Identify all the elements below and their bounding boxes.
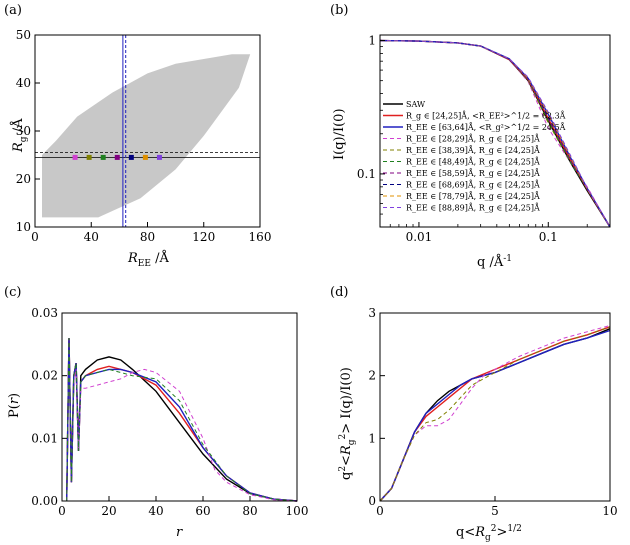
panel-a-ylabel: Rg /Å [10,118,29,153]
c-ytick-label: 0.03 [31,306,58,320]
panel-a: (a) 0 40 80 120 160 10 20 30 40 50 REE /Å Rg /Å [4,3,271,269]
sample-point [100,154,106,160]
c-series-line [66,338,298,502]
b-ytick-label: 0.1 [357,167,376,181]
d-ytick-label: 1 [368,431,376,445]
b-series-line [379,40,611,228]
panel-c-plot: 0 20 40 60 80 100 0.00 0.01 0.02 0.03 [31,306,308,518]
b-xtick-label: 0.01 [406,230,433,244]
c-xtick-label: 0 [58,504,66,518]
c-xtick-label: 20 [101,504,116,518]
panel-c: (c) 0 20 40 60 80 100 0.00 0.01 0.02 0.03 r P(r) [4,285,308,540]
panel-d: (d) 0 5 10 0 1 2 3 q<Rg2>1/2 q2<Rg2> I(q)/I(0) [330,285,618,543]
c-series-line [66,338,298,502]
panel-label-a: (a) [4,3,22,18]
c-xtick-label: 60 [195,504,210,518]
d-xtick-label: 0 [376,504,384,518]
c-series-line [66,338,298,502]
a-ytick-label: 10 [16,220,31,234]
sample-point [72,154,78,160]
panel-a-xlabel: REE /Å [127,250,169,269]
panel-b-xlabel: q /Å-1 [477,254,512,270]
legend-entry: SAW [406,100,426,109]
sample-point [128,154,134,160]
panel-d-plot: 0 5 10 0 1 2 3 [368,306,617,518]
d-ytick-label: 2 [368,369,376,383]
panel-label-b: (b) [330,3,348,18]
c-xtick-label: 100 [286,504,309,518]
legend-entry: R_EE ∈ [68,69]Å, R_g ∈ [24,25]Å [406,181,540,190]
panel-b-frame [379,34,611,228]
a-xtick-label: 80 [140,230,155,244]
c-xtick-label: 80 [242,504,257,518]
a-xtick-label: 40 [84,230,99,244]
c-ytick-label: 0.00 [31,494,58,508]
legend-entry: R_EE ∈ [28,29]Å, R_g ∈ [24,25]Å [406,135,540,144]
d-series-line [379,325,611,502]
sample-point [142,154,148,160]
panel-c-ylabel: P(r) [7,393,22,418]
panel-a-frame [34,34,261,228]
c-xtick-label: 40 [148,504,163,518]
accessible-region [42,54,251,218]
a-xtick-label: 120 [192,230,215,244]
sample-point [156,154,162,160]
b-xtick-label: 0.1 [539,230,558,244]
panel-b-plot: 0.01 0.1 0.1 1 [357,34,611,244]
panel-d-frame [379,312,611,502]
d-xtick-label: 5 [491,504,499,518]
d-series-line [379,326,611,502]
d-ytick-label: 0 [368,494,376,508]
a-ytick-label: 30 [16,124,31,138]
a-ytick-label: 20 [16,172,31,186]
a-ytick-label: 40 [16,76,31,90]
panel-c-xlabel: r [176,525,183,540]
legend-entry: R_EE ∈ [78,79]Å, R_g ∈ [24,25]Å [406,192,540,201]
d-series-line [379,328,611,502]
legend-entry: R_EE ∈ [48,49]Å, R_g ∈ [24,25]Å [406,158,540,167]
a-ytick-label: 50 [16,28,31,42]
panel-d-ylabel: q2<Rg2> I(q)/I(0) [338,367,357,480]
panel-label-d: (d) [330,285,348,300]
panel-b-ylabel: I(q)/I(0) [332,108,347,160]
c-series-line [66,338,298,502]
a-xtick-label: 0 [31,230,39,244]
panel-a-plot: 0 40 80 120 160 10 20 30 40 50 [16,28,272,244]
a-xtick-label: 160 [249,230,272,244]
legend-entry: R_EE ∈ [38,39]Å, R_g ∈ [24,25]Å [406,146,540,155]
b-ytick-label: 1 [368,34,376,48]
panel-b-legend: SAW R_g ∈ [24,25]Å, <R_EE²>^1/2 = 62.3Å R_… [383,100,566,213]
d-xtick-label: 10 [602,504,617,518]
legend-entry: R_EE ∈ [88,89]Å, R_g ∈ [24,25]Å [406,204,540,213]
legend-entry: R_EE ∈ [63,64]Å, <R_g²>^1/2 = 24.5Å [406,123,566,132]
panel-d-xlabel: q<Rg2>1/2 [456,524,522,543]
legend-entry: R_g ∈ [24,25]Å, <R_EE²>^1/2 = 62.3Å [406,112,566,121]
d-ytick-label: 3 [368,306,376,320]
panel-label-c: (c) [4,285,21,300]
d-series-line [379,326,611,502]
legend-entry: R_EE ∈ [58,59]Å, R_g ∈ [24,25]Å [406,169,540,178]
c-series-line [66,338,298,502]
d-series-line [379,329,611,502]
panel-b: (b) 0.01 0.1 0.1 1 SAW R_g ∈ [24,25]Å, <R_EE… [330,3,611,270]
c-ytick-label: 0.02 [31,369,58,383]
sample-point [86,154,92,160]
panel-c-frame [61,312,298,502]
sample-point [114,154,120,160]
c-ytick-label: 0.01 [31,431,58,445]
